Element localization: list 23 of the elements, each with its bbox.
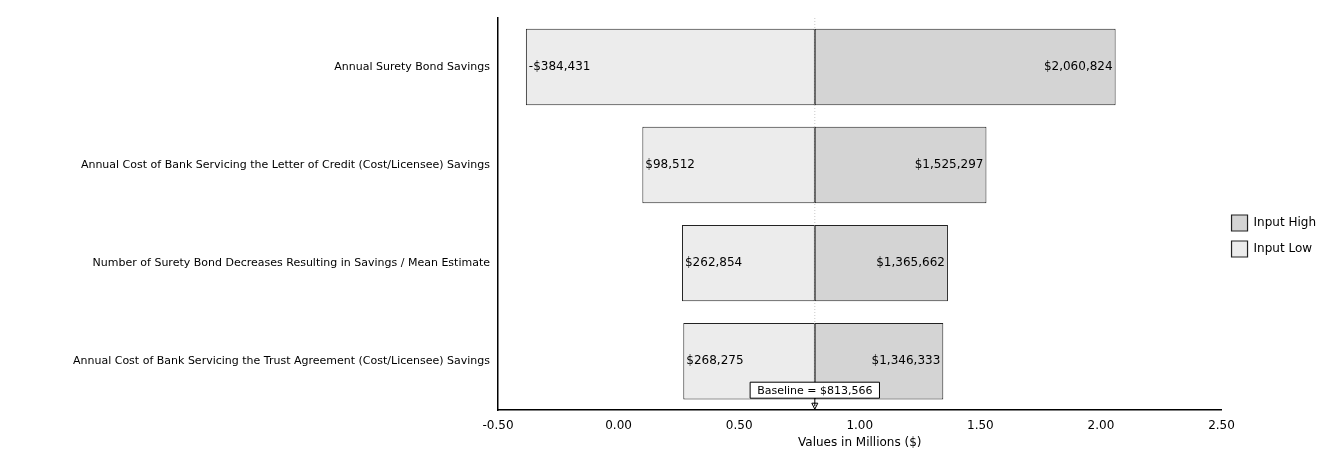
ref-line-label: Baseline = $813,566 xyxy=(757,384,873,398)
x-tick-label: 1.50 xyxy=(967,417,994,432)
x-tick-label: -0.50 xyxy=(482,417,514,432)
annotation: $1,346,333 xyxy=(871,353,941,368)
y-tick-label: Annual Cost of Bank Servicing the Trust Agreement (Cost/Licensee) Savings xyxy=(72,354,491,368)
annotation: $98,512 xyxy=(645,157,695,172)
annotation: -$384,431 xyxy=(528,59,591,74)
legend-label: Input Low xyxy=(1253,241,1313,256)
y-tick-label: Annual Surety Bond Savings xyxy=(334,59,491,73)
y-tick-label: Annual Cost of Bank Servicing the Letter of Credit (Cost/Licensee) Savings xyxy=(80,157,491,171)
annotation: $262,854 xyxy=(684,255,743,270)
legend-label: Input High xyxy=(1253,215,1316,230)
x-tick-label: 2.00 xyxy=(1087,417,1115,432)
annotation: $1,365,662 xyxy=(876,255,945,270)
x-tick-label: 0.00 xyxy=(605,417,632,432)
x-tick-label: 0.50 xyxy=(725,417,753,432)
annotation: $1,525,297 xyxy=(914,157,984,172)
annotation: $268,275 xyxy=(686,353,744,368)
x-tick-label: 1.00 xyxy=(846,417,874,432)
x-tick-label: 2.50 xyxy=(1208,417,1235,432)
annotation: $2,060,824 xyxy=(1043,59,1113,74)
x-axis-title: Values in Millions ($) xyxy=(798,434,922,449)
y-tick-label: Number of Surety Bond Decreases Resulting in Savings / Mean Estimate xyxy=(92,255,491,269)
